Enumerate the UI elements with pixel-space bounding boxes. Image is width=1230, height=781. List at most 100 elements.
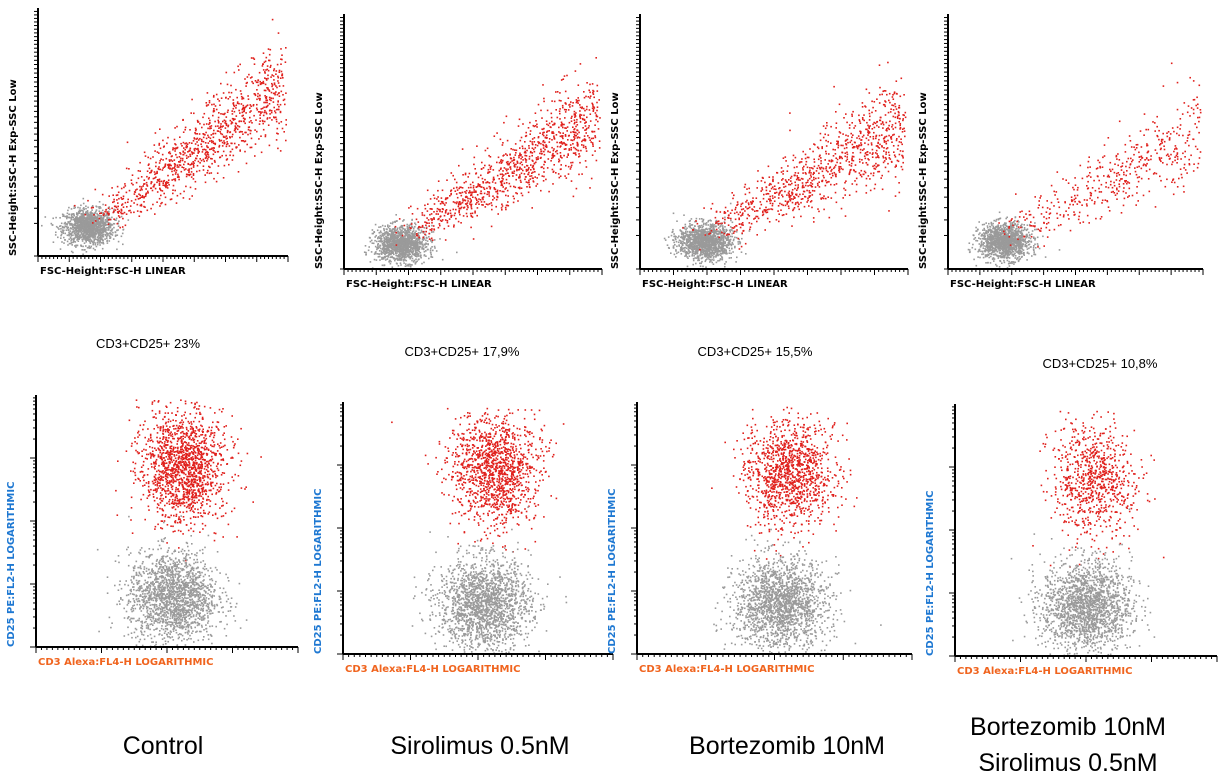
event-point [544,145,547,148]
event-point [255,119,257,121]
event-point [179,152,181,154]
event-point [231,122,234,124]
event-point [478,203,480,205]
event-point [409,253,412,256]
event-point [89,247,92,249]
event-point [542,180,545,182]
event-point [225,145,228,148]
event-point [179,136,181,138]
event-point [177,166,180,168]
event-point [410,232,413,235]
event-point [107,222,110,224]
event-point [124,201,127,204]
event-point [393,235,395,237]
event-point [592,137,595,140]
event-point [90,222,92,225]
event-point [384,231,386,234]
event-point [185,173,188,176]
event-point [383,244,385,246]
event-point [120,196,122,199]
event-point [410,246,412,249]
event-point [86,223,89,225]
event-point [422,236,424,239]
event-point [587,96,590,98]
event-point [585,108,588,111]
event-point [136,203,139,206]
event-point [431,228,433,230]
event-point [587,127,590,129]
event-point [485,181,487,184]
event-point [246,76,249,78]
event-point [109,233,111,235]
event-point [95,233,97,236]
event-point [559,152,562,154]
event-point [415,230,417,232]
event-point [401,234,404,237]
event-point [241,96,244,99]
event-point [516,168,518,171]
event-point [408,231,411,234]
y-axis-label: SSC-Height:SSC-H Exp-SSC Low [8,79,19,256]
event-point [63,229,65,232]
event-point [459,203,462,206]
event-point [460,222,462,224]
event-point [273,116,276,119]
event-point [430,229,433,232]
event-point [99,226,101,228]
event-point [513,164,516,166]
event-point [229,154,231,157]
event-point [219,104,221,106]
event-point [199,137,201,140]
event-point [589,91,591,94]
event-point [454,212,456,215]
event-point [444,219,447,221]
event-point [147,164,150,166]
event-point [60,237,62,239]
event-point [573,128,576,130]
event-point [199,122,201,125]
event-point [90,245,92,248]
event-point [470,194,473,196]
event-point [106,220,109,223]
event-point [188,198,191,200]
event-point [194,132,197,135]
event-point [159,128,161,130]
event-point [466,205,469,207]
event-point [250,57,253,59]
event-point [70,235,73,237]
event-point [529,140,532,143]
event-point [598,99,600,101]
event-point [144,195,147,198]
event-point [232,99,235,101]
event-point [221,133,224,136]
event-point [122,212,124,215]
event-point [67,228,70,231]
event-point [490,225,493,228]
event-point [127,198,129,201]
event-point [431,256,434,258]
event-point [192,161,194,163]
event-point [404,240,407,243]
event-point [700,257,703,260]
event-point [477,183,480,185]
event-point [102,241,104,244]
event-point [174,165,176,167]
event-point [469,183,472,186]
event-point [518,118,521,121]
event-point [513,170,516,172]
event-point [174,179,177,182]
event-point [194,132,196,134]
event-point [194,127,197,130]
event-point [413,240,415,242]
event-point [583,96,586,99]
event-point [247,128,250,131]
event-point [259,120,261,122]
event-point [81,235,83,237]
event-point [82,223,85,225]
event-point [416,207,419,210]
event-point [162,139,164,142]
event-point [443,214,446,217]
event-point [88,240,90,242]
event-point [160,194,162,197]
event-point [156,191,159,193]
